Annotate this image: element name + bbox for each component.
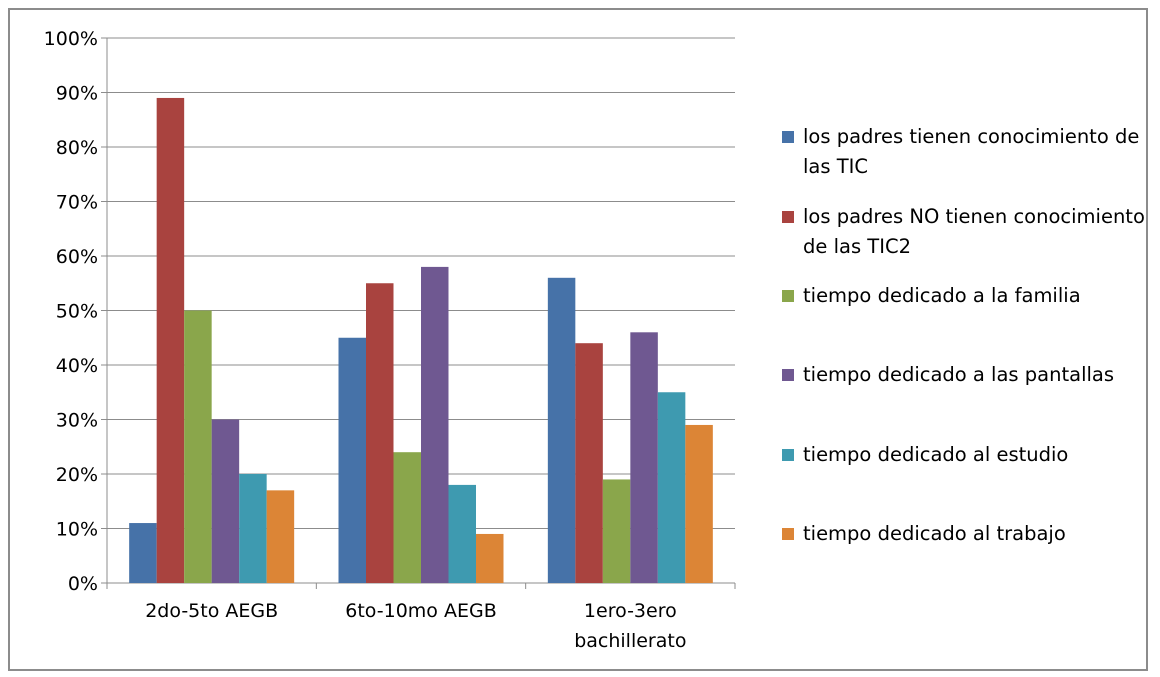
legend-label: tiempo dedicado al trabajo	[803, 522, 1066, 545]
bar	[602, 479, 631, 583]
legend-swatch	[782, 131, 794, 143]
bar	[184, 310, 212, 583]
bar	[448, 484, 476, 583]
x-tick-label: 6to-10mo AEGB	[345, 600, 496, 622]
y-tick-label: 20%	[56, 464, 98, 486]
legend-item: tiempo dedicado a las pantallas	[782, 360, 1160, 390]
y-tick-label: 80%	[56, 137, 98, 159]
bar	[547, 277, 576, 583]
chart-frame: 0% 10% 20% 30% 40% 50% 60% 70% 80% 90% 100% 2do-5to…	[8, 8, 1148, 671]
bar-chart: 0% 10% 20% 30% 40% 50% 60% 70% 80% 90% 100% 2do-5to…	[44, 28, 736, 652]
bar	[211, 419, 240, 583]
bar	[393, 452, 421, 583]
x-tick-label: 2do-5to AEGB	[145, 600, 278, 622]
bar	[476, 533, 504, 583]
legend-swatch	[782, 449, 794, 461]
bar	[266, 490, 295, 583]
y-tick-label: 90%	[56, 83, 98, 105]
x-tick-label: 1ero-3ero bachillerato	[574, 600, 686, 652]
legend-swatch	[782, 528, 794, 540]
bar	[657, 392, 686, 583]
legend-item: tiempo dedicado al estudio	[782, 440, 1160, 470]
y-tick-label: 50%	[56, 301, 98, 323]
y-tick-label: 100%	[44, 28, 98, 50]
legend-swatch	[782, 290, 794, 302]
y-tick-label: 30%	[56, 410, 98, 432]
bar	[366, 283, 394, 583]
y-tick-label: 40%	[56, 355, 98, 377]
bar	[630, 332, 658, 583]
legend-label: los padres NO tienen conocimiento de las…	[803, 205, 1145, 258]
y-tick-label: 60%	[56, 246, 98, 268]
legend-label: tiempo dedicado a las pantallas	[803, 363, 1115, 386]
legend-item: los padres NO tienen conocimiento de las…	[782, 202, 1160, 262]
legend-swatch	[782, 369, 794, 381]
bar	[575, 343, 603, 583]
y-tick-label: 0%	[68, 573, 98, 595]
bar	[338, 337, 366, 583]
y-tick-label: 70%	[56, 192, 98, 214]
legend-swatch	[782, 211, 794, 223]
bar	[239, 474, 267, 583]
legend-label: tiempo dedicado a la familia	[803, 284, 1081, 307]
y-tick-label: 10%	[56, 519, 98, 541]
bar	[685, 424, 713, 583]
legend-item: tiempo dedicado a la familia	[782, 281, 1160, 311]
legend-item: los padres tienen conocimiento de las TI…	[782, 122, 1160, 182]
legend-item: tiempo dedicado al trabajo	[782, 519, 1160, 549]
bar	[421, 266, 449, 583]
legend-label: tiempo dedicado al estudio	[803, 443, 1069, 466]
bar	[129, 523, 157, 583]
bar	[156, 97, 185, 583]
legend-label: los padres tienen conocimiento de las TI…	[803, 125, 1140, 178]
